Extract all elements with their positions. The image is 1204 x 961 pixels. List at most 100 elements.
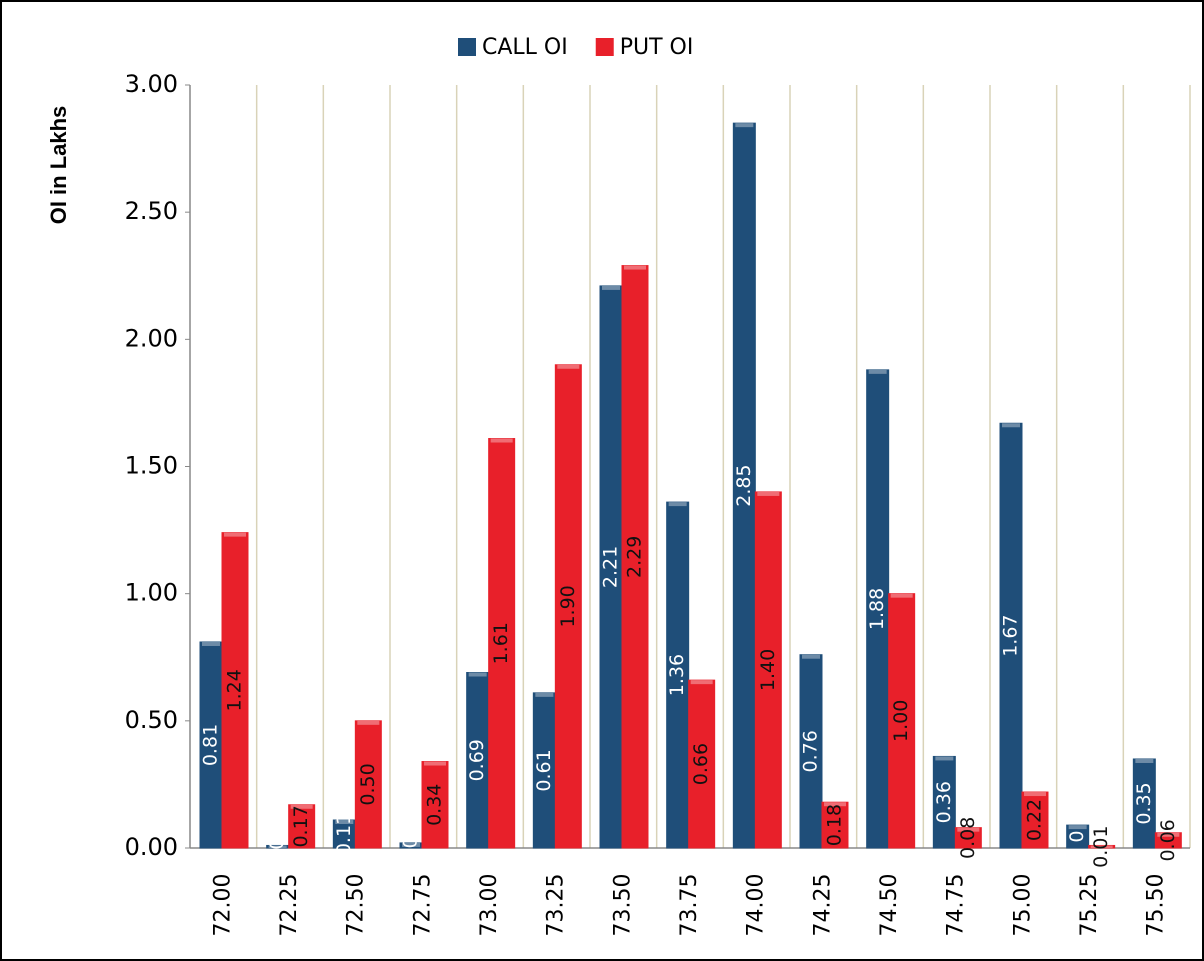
bar: [888, 593, 916, 849]
x-tick-label: 74.25: [810, 874, 835, 937]
bar: [288, 804, 316, 849]
bar-highlight: [557, 364, 580, 369]
bar: [821, 801, 849, 849]
bar: [732, 122, 756, 849]
bar-highlight: [1157, 832, 1180, 837]
bar: [421, 761, 449, 849]
y-tick-label: 0.00: [125, 833, 178, 861]
y-tick-label: 2.50: [125, 197, 178, 225]
x-tick-label: 74.50: [877, 874, 902, 937]
bar: [354, 720, 382, 849]
value-label: 0.35: [1133, 782, 1155, 824]
x-tick-label: 73.75: [677, 874, 702, 937]
bar: [954, 827, 982, 849]
x-tick-label: 75.25: [1077, 874, 1102, 937]
value-label: 0.06: [1157, 819, 1179, 861]
value-label: 0.01: [1090, 826, 1112, 868]
bar-highlight: [824, 802, 846, 807]
bar-highlight: [868, 369, 887, 374]
x-tick-label: 74.00: [744, 874, 769, 937]
value-label: 0.36: [933, 781, 955, 823]
value-label: 1.67: [1000, 614, 1022, 656]
bar-highlight: [935, 756, 954, 761]
x-tick-label: 72.25: [277, 874, 302, 937]
bar-highlight: [468, 672, 487, 677]
bar-highlight: [1068, 825, 1087, 830]
value-label: 2.21: [600, 546, 622, 588]
value-label: 0.11: [333, 813, 355, 855]
value-label: 1.88: [866, 588, 888, 630]
bar: [754, 491, 782, 849]
value-label: 1.90: [557, 585, 579, 627]
bar-highlight: [535, 692, 554, 697]
bar-highlight: [224, 532, 246, 537]
legend-label: CALL OI: [482, 35, 568, 60]
bar-highlight: [757, 491, 780, 496]
x-tick-label: 72.00: [210, 874, 235, 937]
bar: [488, 438, 516, 849]
x-tick-label: 73.00: [477, 874, 502, 937]
bar-highlight: [735, 123, 754, 128]
value-label: 0.18: [824, 804, 846, 846]
value-label: 0.08: [957, 817, 979, 859]
bar: [221, 532, 249, 849]
bar-highlight: [957, 827, 980, 832]
value-label: 0.34: [424, 784, 446, 826]
x-tick-label: 73.50: [610, 874, 635, 937]
bar: [1021, 791, 1049, 849]
bar-highlight: [335, 820, 354, 825]
value-label: 1.61: [490, 622, 512, 664]
bar: [1132, 758, 1156, 849]
bar-highlight: [668, 502, 687, 507]
value-label: 0.22: [1024, 799, 1046, 841]
value-label: 1.00: [890, 700, 912, 742]
value-label: 2.85: [733, 464, 755, 506]
x-tick-label: 72.50: [344, 874, 369, 937]
bar-highlight: [602, 285, 620, 290]
bar: [554, 364, 582, 849]
bar: [999, 422, 1023, 849]
bar-highlight: [357, 720, 380, 725]
value-label: 0: [1066, 831, 1088, 843]
bar-highlight: [890, 593, 913, 598]
legend-label: PUT OI: [620, 35, 694, 60]
bar: [666, 501, 690, 849]
value-label: 0.02: [400, 824, 422, 866]
value-label: 1.36: [666, 654, 688, 696]
x-tick-label: 75.50: [1144, 874, 1169, 937]
y-tick-label: 1.00: [125, 579, 178, 607]
bar-highlight: [424, 761, 446, 766]
value-label: 0.61: [533, 749, 555, 791]
x-tick-label: 72.75: [410, 874, 435, 937]
bar-highlight: [624, 265, 646, 270]
bar-highlight: [1135, 758, 1154, 763]
bar: [799, 654, 823, 849]
bar-highlight: [290, 804, 313, 809]
legend-swatch: [595, 38, 614, 56]
value-label: 1.24: [224, 669, 246, 711]
y-tick-label: 1.50: [125, 452, 178, 480]
value-label: 1.40: [757, 649, 779, 691]
bar-highlight: [1090, 845, 1113, 848]
legend-swatch: [458, 38, 476, 56]
value-label: 0.69: [466, 739, 488, 781]
bar: [1066, 824, 1090, 849]
bar-highlight: [268, 845, 287, 848]
bar-highlight: [1002, 423, 1020, 428]
y-tick-label: 2.00: [125, 324, 178, 352]
value-label: 0.81: [200, 724, 222, 766]
value-label: 0.01: [266, 826, 288, 868]
y-tick-label: 3.00: [125, 70, 178, 98]
y-axis-label: OI in Lakhs: [46, 106, 71, 225]
bar-highlight: [402, 842, 420, 847]
bar-highlight: [202, 641, 220, 646]
bar-highlight: [1024, 792, 1046, 797]
value-label: 0.50: [357, 763, 379, 805]
bar: [1154, 832, 1182, 849]
bar: [621, 265, 649, 849]
x-tick-label: 75.00: [1010, 874, 1035, 937]
bar-highlight: [690, 680, 713, 685]
value-label: 2.29: [624, 536, 646, 578]
bar-highlight: [490, 438, 513, 443]
